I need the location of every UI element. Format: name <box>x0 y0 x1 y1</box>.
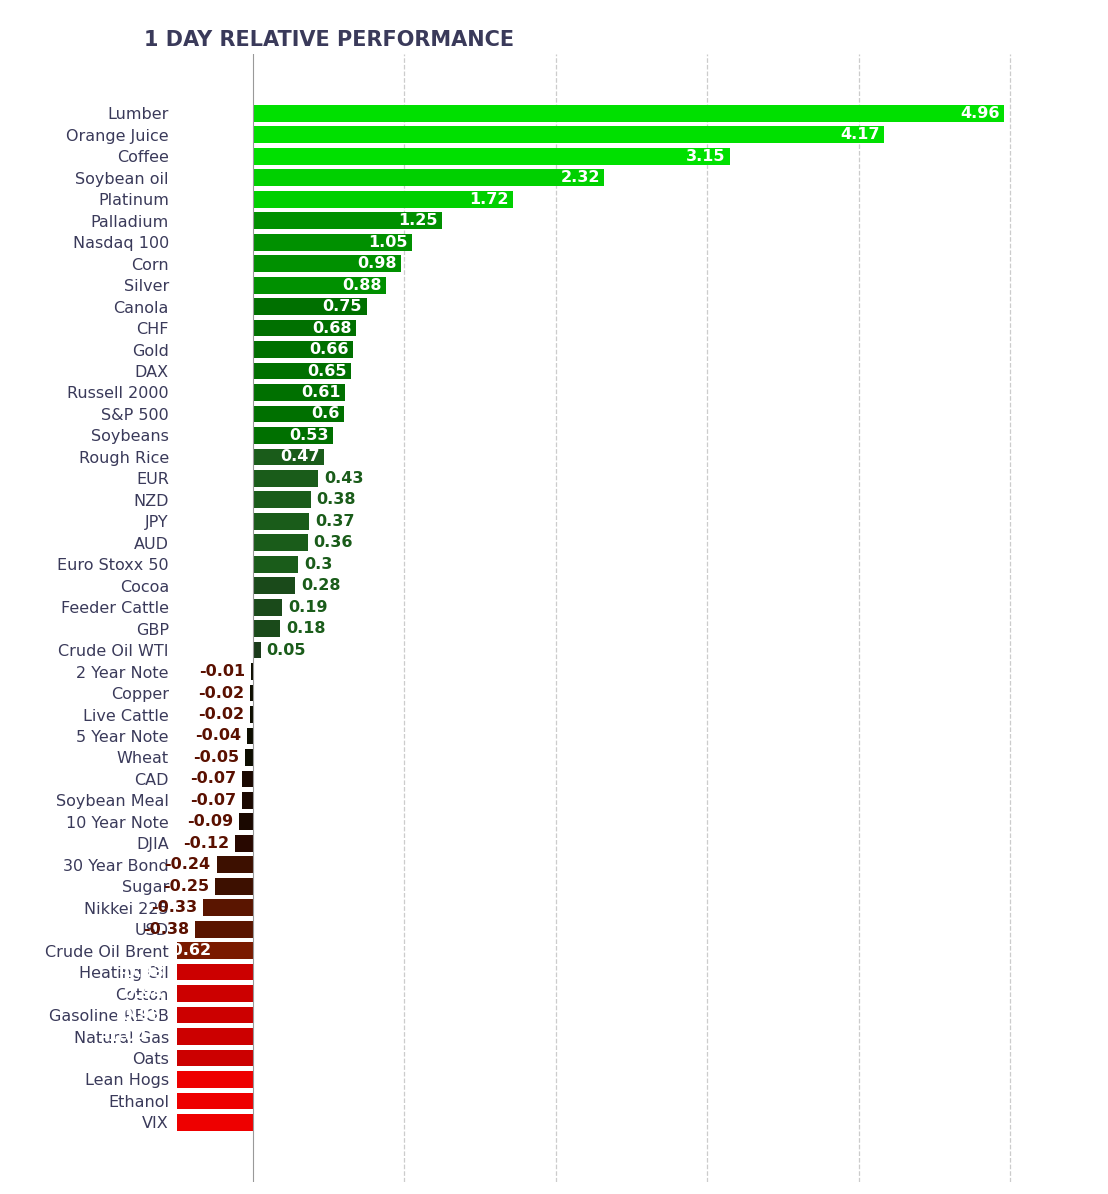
Bar <box>253 470 318 487</box>
Bar <box>0 1114 253 1131</box>
Bar <box>253 427 334 444</box>
Text: -1.15: -1.15 <box>85 1051 131 1065</box>
Bar <box>253 598 281 616</box>
Bar <box>253 148 730 165</box>
Text: 4.96: 4.96 <box>960 106 999 121</box>
Bar <box>253 213 442 229</box>
Text: -0.24: -0.24 <box>164 857 211 873</box>
Bar <box>253 256 401 272</box>
Text: -0.33: -0.33 <box>151 900 197 916</box>
Bar <box>195 921 253 937</box>
Bar <box>252 663 253 679</box>
Text: -0.07: -0.07 <box>191 793 236 808</box>
Bar <box>250 706 253 722</box>
Text: 0.75: 0.75 <box>322 300 362 314</box>
Bar <box>253 513 309 530</box>
Text: -0.01: -0.01 <box>199 664 246 679</box>
Bar <box>253 492 310 509</box>
Bar <box>253 556 298 573</box>
Bar <box>253 191 513 208</box>
Text: -0.09: -0.09 <box>187 814 234 830</box>
Text: -0.12: -0.12 <box>183 836 228 851</box>
Bar <box>247 727 253 744</box>
Bar <box>253 234 412 251</box>
Text: 2.32: 2.32 <box>561 171 599 185</box>
Bar <box>217 856 253 873</box>
Text: 0.47: 0.47 <box>280 449 319 464</box>
Text: 0.3: 0.3 <box>305 556 332 572</box>
Text: 0.53: 0.53 <box>289 427 329 443</box>
Bar <box>79 1050 253 1066</box>
Bar <box>253 384 346 401</box>
Bar <box>160 942 253 959</box>
Bar <box>253 277 387 294</box>
Text: 0.61: 0.61 <box>301 384 341 400</box>
Bar <box>253 449 325 466</box>
Bar <box>235 835 253 851</box>
Bar <box>253 298 367 315</box>
Bar <box>253 535 308 552</box>
Bar <box>95 1028 253 1045</box>
Text: -0.94: -0.94 <box>116 986 163 1001</box>
Text: 0.43: 0.43 <box>325 470 363 486</box>
Text: -0.95: -0.95 <box>115 1008 162 1022</box>
Bar <box>253 170 604 186</box>
Text: 4.17: 4.17 <box>840 128 880 142</box>
Bar <box>112 964 253 980</box>
Bar <box>253 641 260 658</box>
Text: 0.6: 0.6 <box>311 406 339 421</box>
Bar <box>253 406 343 423</box>
Text: 1 DAY RELATIVE PERFORMANCE: 1 DAY RELATIVE PERFORMANCE <box>144 30 514 50</box>
Text: 1.25: 1.25 <box>398 214 438 228</box>
Bar <box>239 813 253 830</box>
Text: 1.72: 1.72 <box>470 192 509 207</box>
Text: 0.19: 0.19 <box>288 599 327 615</box>
Text: -0.05: -0.05 <box>193 750 239 765</box>
Bar <box>253 105 1004 122</box>
Text: -1.04: -1.04 <box>102 1029 147 1044</box>
Text: -0.25: -0.25 <box>163 879 209 894</box>
Bar <box>253 620 280 638</box>
Bar <box>253 578 296 595</box>
Bar <box>253 363 351 380</box>
Bar <box>203 899 253 916</box>
Text: 0.18: 0.18 <box>286 621 326 636</box>
Text: 0.38: 0.38 <box>317 492 356 507</box>
Bar <box>253 320 356 337</box>
Text: 0.05: 0.05 <box>267 642 306 658</box>
Text: 0.37: 0.37 <box>315 513 355 529</box>
Bar <box>243 792 253 808</box>
Text: -0.02: -0.02 <box>198 685 244 701</box>
Text: -0.38: -0.38 <box>143 922 189 936</box>
Text: 0.65: 0.65 <box>307 363 347 378</box>
Bar <box>243 770 253 787</box>
Bar <box>215 878 253 894</box>
Text: 0.28: 0.28 <box>301 578 341 593</box>
Text: 0.88: 0.88 <box>342 278 381 293</box>
Text: 0.68: 0.68 <box>312 320 351 336</box>
Text: 0.66: 0.66 <box>309 341 348 357</box>
Bar <box>253 127 884 143</box>
Text: -0.02: -0.02 <box>198 707 244 722</box>
Bar <box>111 985 253 1002</box>
Bar <box>0 1071 253 1088</box>
Bar <box>110 1007 253 1023</box>
Bar <box>253 341 353 358</box>
Text: -0.04: -0.04 <box>195 728 240 744</box>
Text: -0.07: -0.07 <box>191 771 236 787</box>
Bar <box>0 1093 253 1109</box>
Text: 0.98: 0.98 <box>358 257 397 271</box>
Text: 3.15: 3.15 <box>686 149 726 164</box>
Text: 0.36: 0.36 <box>314 535 353 550</box>
Bar <box>250 684 253 701</box>
Text: 1.05: 1.05 <box>368 235 408 250</box>
Text: -0.93: -0.93 <box>119 965 164 979</box>
Bar <box>246 749 253 765</box>
Text: -0.62: -0.62 <box>165 943 212 958</box>
